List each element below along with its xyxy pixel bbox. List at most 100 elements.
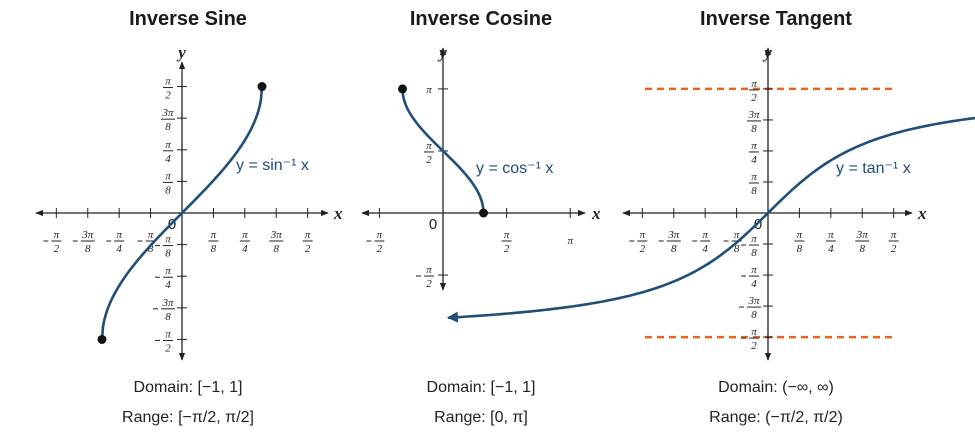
y-tick-label-denominator: 8	[165, 121, 171, 133]
y-tick-label: π8	[155, 234, 173, 260]
y-tick-label-denominator: 2	[165, 342, 171, 354]
y-tick-label-numerator: π	[165, 139, 171, 151]
x-tick-label-denominator: 2	[640, 243, 646, 255]
x-tick-label: π2	[501, 229, 512, 255]
origin-label: 0	[429, 216, 437, 233]
x-tick-label-denominator: 8	[859, 243, 865, 255]
y-tick-label-numerator: π	[751, 78, 757, 90]
y-tick-label: 3π8	[747, 109, 761, 135]
y-tick-label: π4	[155, 265, 173, 291]
y-axis-label: y	[176, 43, 186, 62]
x-tick-label-numerator: 3π	[270, 229, 283, 241]
endpoint-dot	[97, 334, 107, 344]
y-tick-label: 3π8	[161, 107, 175, 133]
y-tick-label-numerator: π	[751, 171, 757, 183]
y-tick-label: 3π8	[153, 297, 175, 323]
x-tick-label-denominator: 2	[305, 243, 311, 255]
y-tick-label-denominator: 4	[751, 154, 757, 166]
y-tick-label-numerator: π	[751, 326, 757, 338]
x-tick-label-numerator: π	[504, 229, 510, 241]
chart-title: Inverse Cosine	[410, 8, 552, 30]
y-tick-label: π2	[163, 76, 173, 102]
y-tick-label: 3π8	[739, 295, 761, 321]
x-tick-label-numerator: π	[211, 229, 217, 241]
x-tick-label-denominator: 2	[504, 243, 510, 255]
x-tick-label-numerator: π	[377, 229, 383, 241]
x-tick-label-denominator: 2	[891, 243, 897, 255]
y-tick-label: π4	[163, 139, 173, 165]
x-tick-label-numerator: 3π	[667, 229, 680, 241]
x-tick-label-numerator: π	[640, 229, 646, 241]
chart-3: Inverse Tangentxy0π23π8π4π8π8π43π8π2π23π…	[446, 8, 975, 426]
y-tick-label: π2	[424, 140, 434, 166]
x-tick-label: π2	[366, 229, 385, 255]
x-tick-label: π2	[629, 229, 648, 255]
range-text: Range: [0, π]	[434, 409, 528, 426]
x-tick-label-denominator: 8	[211, 243, 217, 255]
y-tick-label-numerator: π	[165, 328, 171, 340]
y-tick-label-denominator: 4	[165, 153, 171, 165]
y-tick-label-numerator: 3π	[747, 109, 760, 121]
x-tick-label: π8	[794, 229, 805, 255]
x-tick-label-denominator: 8	[671, 243, 677, 255]
y-tick-label-numerator: π	[165, 265, 171, 277]
y-tick-label: π2	[155, 328, 173, 354]
y-tick-label-numerator: π	[165, 234, 171, 246]
y-tick-label-denominator: 2	[426, 278, 432, 290]
y-tick-label-numerator: π	[165, 76, 171, 88]
x-tick-label: π	[567, 235, 573, 247]
y-tick-label-numerator: π	[165, 170, 171, 182]
y-axis-label: y	[762, 43, 772, 62]
x-tick-label-text: π	[567, 235, 573, 247]
x-axis-label: x	[917, 204, 927, 223]
x-tick-label-denominator: 8	[273, 243, 279, 255]
range-text: Range: [−π/2, π/2]	[122, 409, 254, 426]
x-tick-label: 3π8	[658, 229, 681, 255]
chart-title: Inverse Tangent	[700, 8, 852, 30]
x-tick-label-numerator: π	[148, 229, 154, 241]
y-tick-label: π2	[749, 78, 759, 104]
y-axis-label: y	[437, 43, 447, 62]
chart-title: Inverse Sine	[129, 8, 247, 30]
domain-text: Domain: [−1, 1]	[134, 379, 243, 396]
y-tick-label: π8	[163, 170, 173, 196]
range-text: Range: (−π/2, π/2)	[709, 409, 843, 426]
x-tick-label-denominator: 8	[85, 243, 91, 255]
y-tick-label-denominator: 4	[165, 279, 171, 291]
y-tick-label-denominator: 2	[751, 340, 757, 352]
x-tick-label-numerator: π	[828, 229, 834, 241]
domain-text: Domain: (−∞, ∞)	[718, 379, 834, 396]
x-tick-label-numerator: π	[797, 229, 803, 241]
x-tick-label-denominator: 2	[377, 243, 383, 255]
x-tick-label: π4	[106, 229, 125, 255]
endpoint-dot	[479, 208, 488, 218]
x-tick-label: 3π8	[72, 229, 95, 255]
y-tick-label-numerator: π	[751, 264, 757, 276]
curve-label: y = tan⁻¹ x	[836, 160, 911, 177]
y-tick-label-denominator: 8	[751, 309, 757, 321]
y-tick-label-denominator: 4	[751, 278, 757, 290]
chart-1: Inverse Sinexy0π23π8π4π8π8π43π8π2π23π8π4…	[35, 8, 343, 426]
y-tick-label: π	[426, 84, 432, 96]
y-tick-label-numerator: π	[426, 264, 432, 276]
x-axis-label: x	[591, 204, 601, 223]
x-tick-label: π2	[888, 229, 899, 255]
curve-label: y = cos⁻¹ x	[476, 160, 553, 177]
y-tick-label-denominator: 2	[165, 90, 171, 102]
x-tick-label-denominator: 4	[702, 243, 708, 255]
x-tick-label-denominator: 8	[797, 243, 803, 255]
x-tick-label-denominator: 8	[148, 243, 154, 255]
y-tick-label-denominator: 8	[165, 184, 171, 196]
y-tick-label-numerator: 3π	[161, 297, 174, 309]
y-tick-label: π8	[749, 171, 759, 197]
x-tick-label: π4	[825, 229, 836, 255]
y-tick-label-denominator: 8	[751, 185, 757, 197]
endpoint-dot	[398, 84, 407, 94]
y-tick-label: π4	[741, 264, 759, 290]
function-curve	[100, 86, 264, 340]
x-tick-label: π2	[302, 229, 313, 255]
x-tick-label: π4	[692, 229, 711, 255]
y-tick-label-denominator: 8	[165, 248, 171, 260]
y-tick-label-numerator: π	[426, 140, 432, 152]
